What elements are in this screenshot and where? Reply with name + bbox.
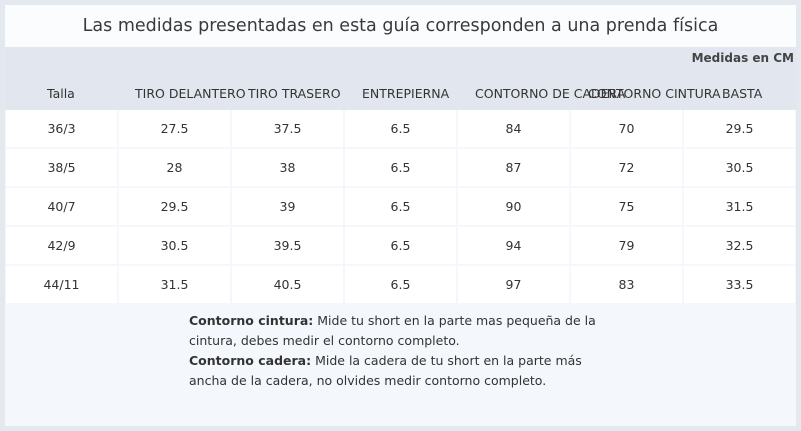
column-header-tiro-trasero: TIRO TRASERO <box>248 86 341 101</box>
table-cell: 31.5 <box>119 266 230 303</box>
size-guide-card: Las medidas presentadas en esta guía cor… <box>5 5 796 426</box>
note-waist-text: Mide tu short en la parte mas pequeña de… <box>189 313 596 348</box>
table-cell: 44/11 <box>6 266 117 303</box>
column-header-entrepierna: ENTREPIERNA <box>362 86 450 101</box>
measurement-notes: Contorno cintura: Mide tu short en la pa… <box>189 311 609 391</box>
table-cell: 94 <box>458 227 569 264</box>
table-cell: 33.5 <box>684 266 795 303</box>
table-cell: 6.5 <box>345 188 456 225</box>
unit-label: Medidas en CM <box>691 51 794 65</box>
table-cell: 87 <box>458 149 569 186</box>
table-cell: 31.5 <box>684 188 795 225</box>
table-cell: 6.5 <box>345 110 456 147</box>
table-cell: 30.5 <box>119 227 230 264</box>
table-cell: 6.5 <box>345 266 456 303</box>
column-header-talla: Talla <box>47 86 75 101</box>
table-row: 40/7 29.5 39 6.5 90 75 31.5 <box>5 188 796 226</box>
note-waist: Contorno cintura: Mide tu short en la pa… <box>189 311 609 351</box>
table-row: 42/9 30.5 39.5 6.5 94 79 32.5 <box>5 227 796 265</box>
table-cell: 72 <box>571 149 682 186</box>
column-header-contorno-cintura: CONTORNO CINTURA <box>588 86 721 101</box>
table-cell: 38 <box>232 149 343 186</box>
table-row: 36/3 27.5 37.5 6.5 84 70 29.5 <box>5 110 796 148</box>
table-cell: 79 <box>571 227 682 264</box>
column-header-contorno-cadera: CONTORNO DE CADERA <box>475 86 626 101</box>
table-cell: 38/5 <box>6 149 117 186</box>
column-header-basta: BASTA <box>722 86 763 101</box>
table-cell: 90 <box>458 188 569 225</box>
table-cell: 39.5 <box>232 227 343 264</box>
note-hip-label: Contorno cadera: <box>189 353 312 368</box>
table-cell: 32.5 <box>684 227 795 264</box>
table-cell: 70 <box>571 110 682 147</box>
table-cell: 37.5 <box>232 110 343 147</box>
column-header-tiro-delantero: TIRO DELANTERO <box>135 86 246 101</box>
table-cell: 30.5 <box>684 149 795 186</box>
table-cell: 29.5 <box>119 188 230 225</box>
table-cell: 97 <box>458 266 569 303</box>
table-cell: 28 <box>119 149 230 186</box>
note-hip-text: Mide la cadera de tu short en la parte m… <box>189 353 582 388</box>
note-hip: Contorno cadera: Mide la cadera de tu sh… <box>189 351 609 391</box>
table-cell: 36/3 <box>6 110 117 147</box>
note-waist-label: Contorno cintura: <box>189 313 314 328</box>
table-cell: 42/9 <box>6 227 117 264</box>
table-cell: 29.5 <box>684 110 795 147</box>
table-row: 44/11 31.5 40.5 6.5 97 83 33.5 <box>5 266 796 304</box>
guide-title: Las medidas presentadas en esta guía cor… <box>5 5 796 47</box>
table-cell: 84 <box>458 110 569 147</box>
table-cell: 39 <box>232 188 343 225</box>
table-cell: 6.5 <box>345 227 456 264</box>
table-cell: 83 <box>571 266 682 303</box>
table-cell: 6.5 <box>345 149 456 186</box>
table-cell: 40.5 <box>232 266 343 303</box>
table-row: 38/5 28 38 6.5 87 72 30.5 <box>5 149 796 187</box>
table-cell: 27.5 <box>119 110 230 147</box>
table-cell: 75 <box>571 188 682 225</box>
table-cell: 40/7 <box>6 188 117 225</box>
table-header: Medidas en CM Talla TIRO DELANTERO TIRO … <box>5 47 796 110</box>
